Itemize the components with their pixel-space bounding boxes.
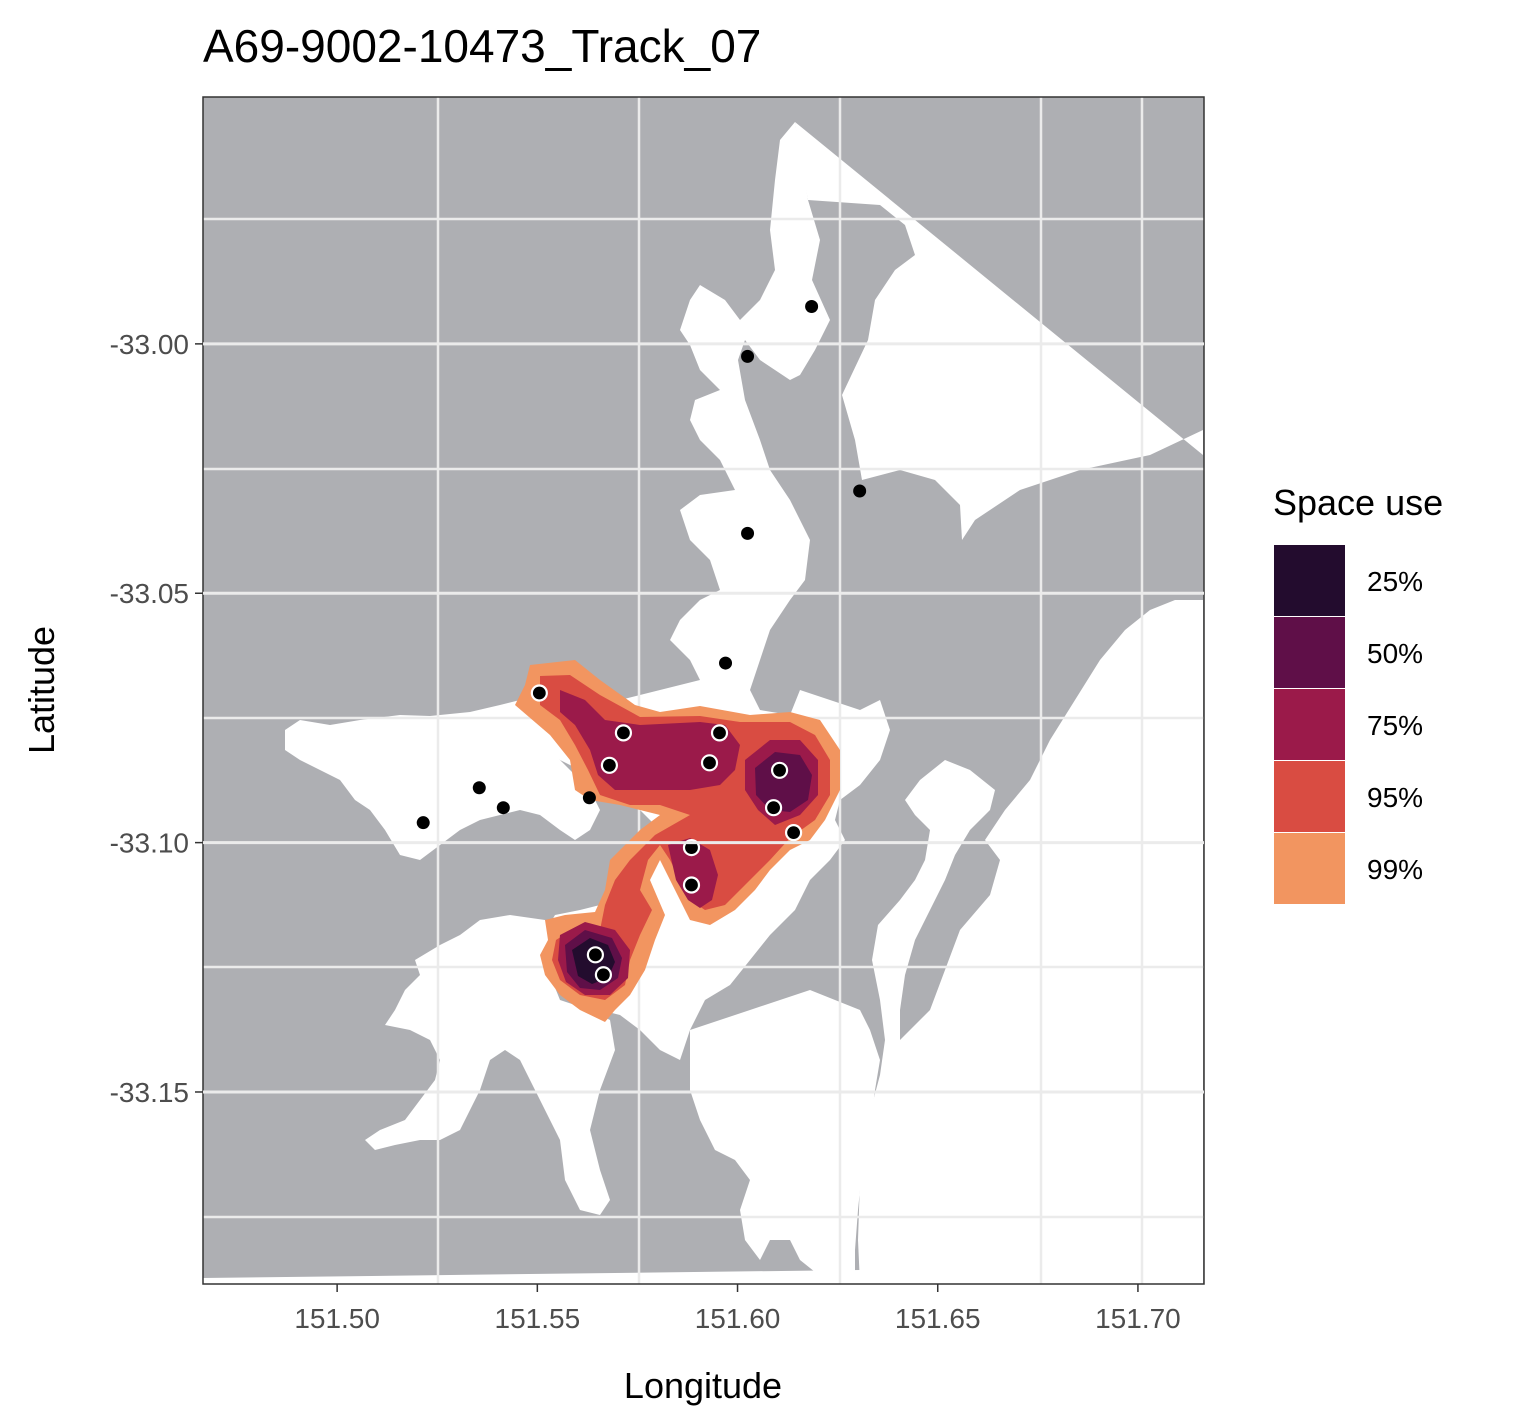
chart-title: A69-9002-10473_Track_07 [203,20,761,72]
water-strip-bottom [203,1270,860,1284]
y-tick-label: -33.10 [110,828,189,859]
detection-point [805,299,819,313]
detection-points [416,299,867,984]
legend-label: 25% [1367,566,1423,597]
plot-panel [203,97,1204,1284]
water-body-south [690,990,880,1284]
detection-point [594,966,613,984]
y-tick-label: -33.00 [110,329,189,360]
y-tick-label: -33.05 [110,578,189,609]
y-axis: -33.00 -33.05 -33.10 -33.15 [110,329,1204,1108]
legend: Space use 25% 50% 75% 95% 99% [1273,482,1443,904]
detection-point [614,724,633,742]
detection-point [770,761,789,779]
legend-swatch [1274,689,1345,760]
detection-point [853,484,867,498]
x-axis-title: Longitude [624,1365,782,1406]
detection-point [582,791,596,805]
detection-point [600,756,619,774]
grid-lines [203,97,1204,1284]
detection-point [586,946,604,964]
legend-items: 25% 50% 75% 95% 99% [1274,545,1423,904]
x-tick-label: 151.50 [294,1303,380,1334]
y-tick-label: -33.15 [110,1077,189,1108]
legend-swatch [1274,545,1345,616]
detection-point [530,684,548,702]
x-axis: 151.50 151.55 151.60 151.65 151.70 [294,1284,1181,1334]
x-tick-label: 151.70 [1095,1303,1181,1334]
legend-title: Space use [1273,482,1443,523]
detection-point [764,799,783,817]
legend-label: 95% [1367,782,1423,813]
x-tick-label: 151.65 [895,1303,981,1334]
legend-label: 75% [1367,710,1423,741]
water-body-main [795,122,1203,1284]
detection-point [700,754,719,772]
x-tick-label: 151.60 [695,1303,781,1334]
detection-point [784,824,803,842]
legend-label: 50% [1367,638,1423,669]
legend-label: 99% [1367,854,1423,885]
detection-point [496,801,510,815]
water-body-west [285,700,600,860]
water-body-southwest [365,915,615,1215]
y-axis-title: Latitude [21,626,62,754]
panel-border [202,96,1205,1285]
detection-point [741,526,755,540]
legend-swatch [1274,617,1345,688]
x-tick-label: 151.55 [495,1303,581,1334]
detection-point [472,781,486,795]
legend-swatch [1274,761,1345,832]
detection-point [682,876,701,894]
legend-swatch [1274,833,1345,904]
detection-point [719,656,733,670]
detection-point [710,724,729,742]
detection-point [741,349,755,363]
detection-point [416,816,430,830]
